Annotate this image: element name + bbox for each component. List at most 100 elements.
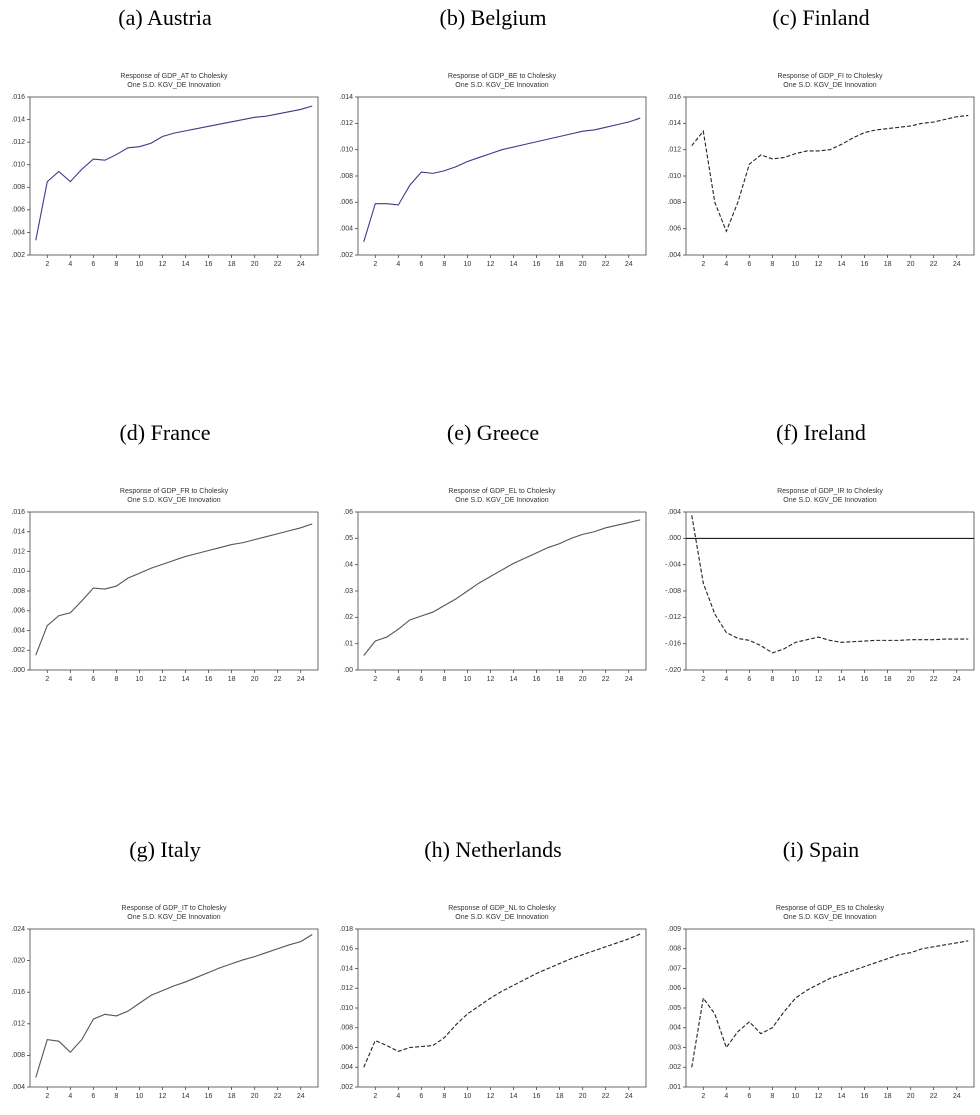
y-tick-label: .010	[339, 147, 353, 154]
y-tick-label: .014	[11, 529, 25, 536]
y-tick-label: .016	[667, 94, 681, 101]
x-tick-label: 6	[419, 1093, 423, 1100]
chart-title: Response of GDP_AT to Cholesky	[120, 73, 228, 80]
y-tick-label: -.012	[665, 614, 681, 621]
x-tick-label: 16	[861, 261, 869, 268]
x-tick-label: 18	[556, 676, 564, 683]
y-tick-label: .002	[11, 252, 25, 259]
x-tick-label: 8	[442, 676, 446, 683]
y-tick-label: .014	[339, 94, 353, 101]
y-tick-label: .002	[667, 1064, 681, 1071]
y-tick-label: .01	[343, 641, 353, 648]
y-tick-label: .008	[11, 588, 25, 595]
x-tick-label: 18	[228, 1093, 236, 1100]
x-tick-label: 6	[91, 676, 95, 683]
x-tick-label: 18	[556, 1093, 564, 1100]
plot-frame	[685, 96, 975, 256]
x-tick-label: 20	[579, 1093, 587, 1100]
chart-title: Response of GDP_NL to Cholesky	[448, 905, 556, 912]
line	[691, 515, 969, 654]
x-tick-label: 16	[205, 261, 213, 268]
y-tick-label: .04	[343, 562, 353, 569]
y-tick-label: .016	[11, 509, 25, 516]
line	[35, 105, 313, 241]
x-tick-label: 4	[724, 261, 728, 268]
x-tick-label: 24	[297, 676, 305, 683]
x-tick-label: 14	[510, 261, 518, 268]
x-tick-label: 4	[396, 261, 400, 268]
plot-frame	[685, 511, 975, 671]
x-tick-label: 14	[510, 676, 518, 683]
y-tick-label: .012	[11, 1021, 25, 1028]
y-tick-label: .008	[667, 946, 681, 953]
y-tick-label: -.020	[665, 667, 681, 674]
y-tick-label: .009	[667, 926, 681, 933]
plot-frame	[357, 928, 647, 1088]
y-tick-label: .000	[667, 535, 681, 542]
y-tick-label: .010	[11, 568, 25, 575]
y-tick-label: .012	[11, 548, 25, 555]
y-tick-label: .002	[11, 647, 25, 654]
chart-subtitle: One S.D. KGV_DE Innovation	[127, 497, 220, 504]
x-tick-label: 8	[770, 1093, 774, 1100]
x-tick-label: 22	[274, 261, 282, 268]
x-tick-label: 18	[556, 261, 564, 268]
panel-caption: (i) Spain	[783, 837, 859, 862]
y-tick-label: .03	[343, 588, 353, 595]
chart-title: Response of GDP_BE to Cholesky	[448, 73, 557, 80]
x-tick-label: 24	[297, 261, 305, 268]
y-tick-label: .006	[667, 226, 681, 233]
x-tick-label: 24	[625, 676, 633, 683]
x-tick-label: 2	[701, 261, 705, 268]
y-tick-label: .001	[667, 1084, 681, 1091]
x-tick-label: 2	[45, 261, 49, 268]
y-tick-label: .012	[339, 120, 353, 127]
x-tick-label: 6	[91, 261, 95, 268]
x-tick-label: 24	[953, 676, 961, 683]
x-tick-label: 16	[533, 676, 541, 683]
y-tick-label: .010	[339, 1005, 353, 1012]
x-tick-label: 22	[274, 1093, 282, 1100]
plot-frame	[357, 511, 647, 671]
y-tick-label: .012	[667, 147, 681, 154]
x-tick-label: 6	[747, 676, 751, 683]
x-tick-label: 4	[724, 676, 728, 683]
y-tick-label: .014	[339, 965, 353, 972]
x-tick-label: 14	[182, 676, 190, 683]
chart-subtitle: One S.D. KGV_DE Innovation	[783, 497, 876, 504]
y-tick-label: .010	[11, 162, 25, 169]
y-tick-label: .006	[11, 207, 25, 214]
y-tick-label: .005	[667, 1005, 681, 1012]
x-tick-label: 4	[68, 261, 72, 268]
line	[35, 523, 313, 656]
y-tick-label: .016	[11, 989, 25, 996]
chart-title: Response of GDP_FR to Cholesky	[120, 488, 229, 495]
chart-title: Response of GDP_EL to Cholesky	[448, 488, 556, 495]
plot-frame	[29, 96, 319, 256]
x-tick-label: 12	[487, 1093, 495, 1100]
line	[363, 933, 641, 1068]
x-tick-label: 8	[114, 261, 118, 268]
x-tick-label: 20	[251, 261, 259, 268]
x-tick-label: 12	[159, 676, 167, 683]
x-tick-label: 12	[487, 676, 495, 683]
plot-frame	[685, 928, 975, 1088]
x-tick-label: 16	[533, 261, 541, 268]
y-tick-label: .004	[11, 1084, 25, 1091]
y-tick-label: .000	[11, 667, 25, 674]
x-tick-label: 8	[114, 1093, 118, 1100]
x-tick-label: 14	[182, 1093, 190, 1100]
x-tick-label: 22	[930, 676, 938, 683]
x-tick-label: 22	[930, 1093, 938, 1100]
x-tick-label: 10	[136, 261, 144, 268]
x-tick-label: 2	[45, 1093, 49, 1100]
y-tick-label: .014	[667, 120, 681, 127]
y-tick-label: .004	[339, 226, 353, 233]
x-tick-label: 12	[487, 261, 495, 268]
x-tick-label: 14	[838, 261, 846, 268]
y-tick-label: .016	[339, 946, 353, 953]
y-tick-label: .018	[339, 926, 353, 933]
x-tick-label: 6	[747, 1093, 751, 1100]
y-tick-label: .004	[339, 1064, 353, 1071]
x-tick-label: 18	[884, 676, 892, 683]
